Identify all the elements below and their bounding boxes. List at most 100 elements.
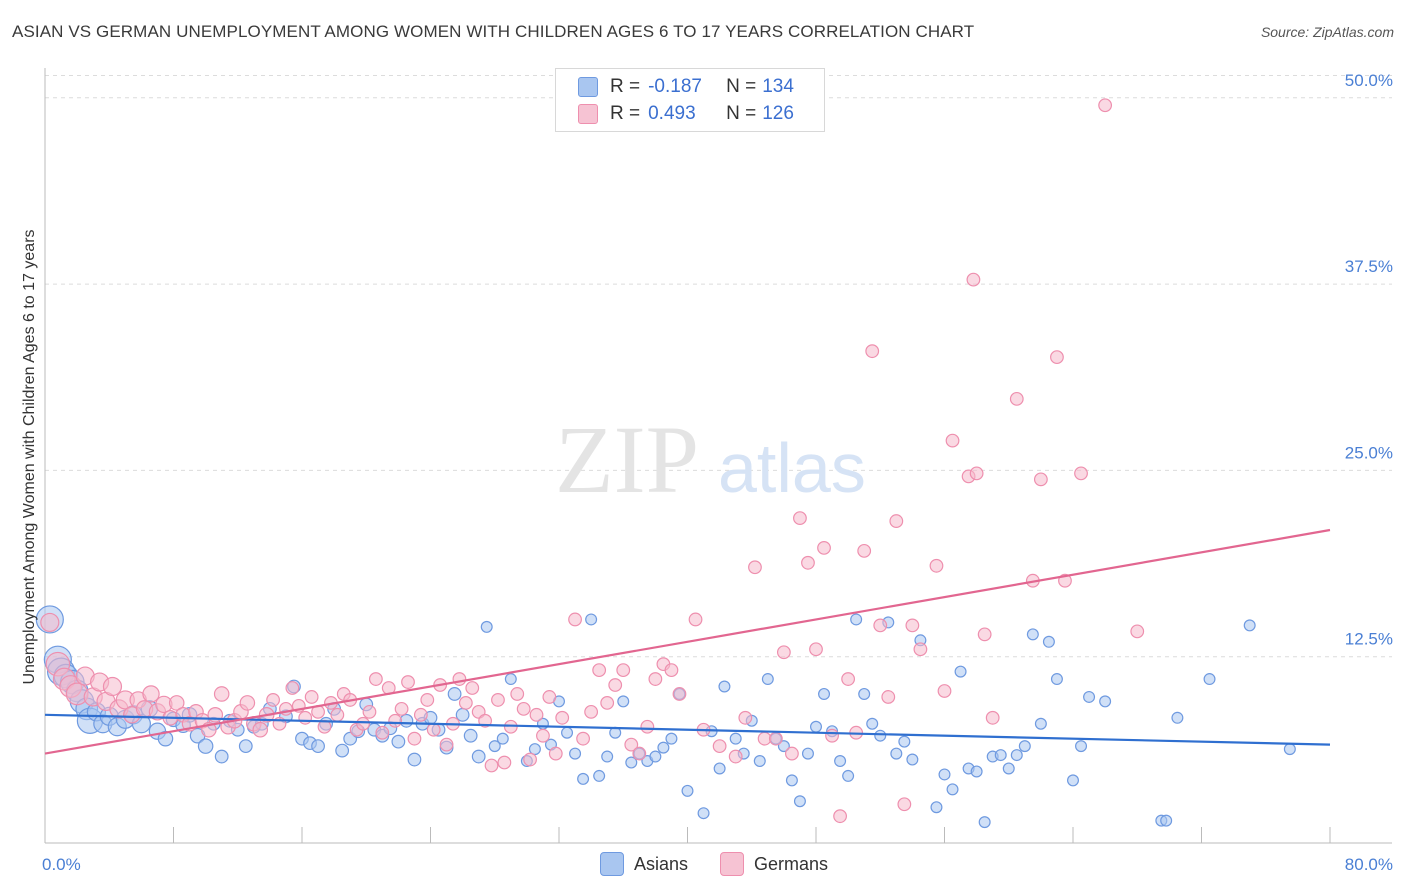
german-point — [809, 642, 823, 657]
german-point — [672, 687, 687, 701]
german-point — [285, 681, 300, 695]
german-point — [542, 690, 557, 704]
asian-point — [1042, 635, 1055, 648]
german-point — [536, 728, 550, 743]
asian-point — [1075, 740, 1088, 753]
german-point — [298, 710, 313, 725]
asian-point — [906, 753, 919, 766]
german-point — [966, 272, 981, 287]
asian-point — [1203, 673, 1216, 686]
asian-point — [1099, 695, 1112, 708]
german-point — [688, 612, 703, 627]
german-point — [748, 560, 762, 575]
asian-point — [874, 729, 887, 742]
german-point — [40, 612, 60, 633]
asian-point — [335, 743, 350, 758]
german-point — [664, 663, 679, 678]
german-point — [1009, 391, 1024, 406]
asian-point — [577, 772, 590, 785]
legend-item-germans: Germans — [720, 852, 828, 876]
german-point — [640, 719, 655, 734]
asian-point — [1050, 673, 1063, 686]
asians-n-label: N = — [726, 76, 757, 97]
asians-swatch-icon — [578, 77, 598, 97]
german-point — [969, 466, 984, 481]
asian-point — [1160, 814, 1173, 827]
asian-point — [447, 687, 462, 701]
german-point — [1074, 466, 1088, 481]
asian-point — [866, 717, 879, 730]
german-point — [929, 558, 944, 573]
german-point — [728, 749, 743, 764]
germans-r-value: 0.493 — [648, 103, 696, 124]
german-point — [857, 543, 872, 558]
german-point — [239, 695, 256, 711]
germans-n-value: 126 — [762, 103, 794, 124]
asian-point — [593, 769, 606, 782]
x-tick-label-end: 80.0% — [1345, 855, 1393, 874]
german-point — [738, 710, 753, 725]
asians-legend-label: Asians — [634, 853, 689, 874]
asian-point — [1018, 740, 1031, 753]
german-point — [793, 511, 807, 525]
german-point — [873, 618, 888, 633]
german-point — [1033, 472, 1048, 487]
germans-r-label: R = — [610, 103, 641, 124]
asian-point — [488, 740, 501, 753]
asian-point — [496, 732, 509, 745]
asian-point — [761, 673, 774, 686]
asian-point — [455, 707, 470, 722]
asian-point — [528, 743, 541, 756]
asian-point — [938, 768, 951, 781]
watermark-atlas: atlas — [718, 429, 866, 507]
german-point — [648, 672, 663, 686]
asian-point — [311, 739, 325, 754]
asian-point — [197, 738, 214, 754]
german-point — [833, 809, 847, 824]
axes — [44, 68, 1392, 844]
asian-point — [157, 730, 174, 747]
asian-point — [1002, 762, 1015, 775]
german-point — [825, 728, 839, 743]
german-point — [394, 701, 409, 716]
asian-point — [898, 735, 911, 748]
correlation-legend: R = -0.187 N = 134 R = 0.493 N = 126 — [555, 68, 825, 132]
asian-point — [681, 784, 694, 797]
german-point — [600, 696, 615, 710]
german-point — [889, 514, 904, 528]
germans-n-label: N = — [726, 103, 757, 124]
asian-point — [471, 749, 486, 764]
watermark: ZIP atlas — [555, 406, 866, 513]
german-point — [388, 713, 403, 728]
german-point — [555, 710, 570, 725]
legend-item-asians: Asians — [600, 852, 688, 876]
german-point — [330, 707, 345, 722]
asian-point — [970, 765, 983, 778]
asian-point — [480, 620, 493, 633]
asian-point — [785, 774, 798, 787]
german-point — [510, 687, 525, 701]
asian-point — [858, 687, 871, 700]
asian-point — [1283, 743, 1296, 756]
asian-point — [978, 816, 991, 829]
grid-lines — [45, 74, 1392, 658]
asian-point — [463, 728, 478, 743]
legend-row-germans: R = 0.493 N = 126 — [578, 102, 794, 126]
german-point — [426, 722, 441, 737]
chart-title: ASIAN VS GERMAN UNEMPLOYMENT AMONG WOMEN… — [12, 22, 975, 41]
german-point — [937, 684, 952, 698]
asian-point — [930, 801, 943, 814]
german-point — [841, 672, 856, 686]
german-point — [768, 731, 783, 746]
y-tick-label: 37.5% — [1345, 257, 1393, 276]
german-point — [817, 541, 831, 555]
asian-point — [569, 747, 582, 760]
german-point — [913, 642, 928, 657]
german-point — [592, 663, 607, 678]
asian-point — [601, 750, 614, 763]
german-point — [266, 693, 280, 707]
asian-point — [1171, 711, 1184, 724]
asian-point — [617, 695, 630, 708]
germans-legend-icon — [720, 852, 745, 876]
asian-point — [954, 665, 967, 678]
